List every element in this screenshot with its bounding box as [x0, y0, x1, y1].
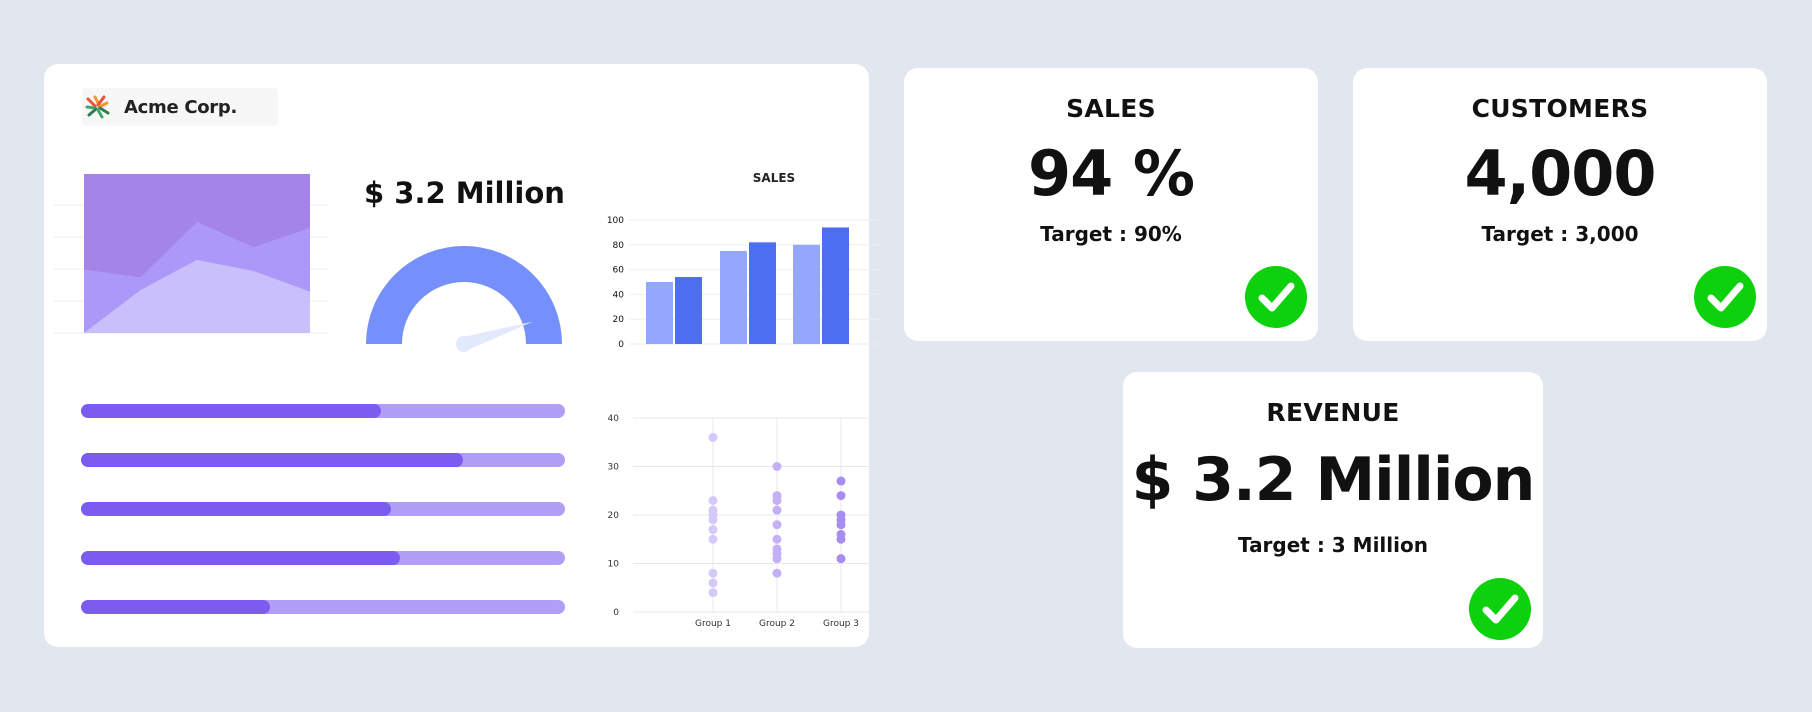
- scatter-point: [772, 568, 782, 578]
- progress-bar-list: [81, 404, 565, 649]
- y-tick-label: 40: [608, 414, 620, 424]
- bar: [749, 242, 776, 344]
- scatter-point: [836, 534, 846, 544]
- kpi-target: Target : 3,000: [1481, 222, 1639, 246]
- y-tick-label: 60: [613, 266, 625, 276]
- bar: [675, 277, 702, 344]
- scatter-point: [836, 491, 846, 501]
- area-series-3: [84, 259, 310, 333]
- sales-bar-chart-svg: SALES 0 20 40 60 80 100: [607, 171, 879, 350]
- check-circle-icon: [1694, 266, 1756, 328]
- bar: [793, 244, 820, 344]
- kpi-target: Target : 90%: [1040, 222, 1182, 246]
- kpi-card-sales: SALES 94 % Target : 90%: [904, 68, 1318, 341]
- kpi-card-revenue: REVENUE $ 3.2 Million Target : 3 Million: [1123, 372, 1543, 648]
- y-tick-label: 30: [608, 463, 620, 473]
- check-circle-icon: [1245, 266, 1307, 328]
- progress-fill: [81, 551, 401, 565]
- sales-bar-chart: SALES 0 20 40 60 80 100: [599, 166, 884, 398]
- kpi-title: SALES: [1066, 94, 1156, 123]
- scatter-point: [772, 534, 782, 544]
- gauge-needle-hub: [456, 336, 472, 352]
- bar: [720, 251, 747, 344]
- y-tick-label: 40: [613, 290, 625, 300]
- progress-fill: [81, 600, 270, 614]
- scatter-point: [772, 554, 782, 564]
- scatter-point: [708, 525, 718, 535]
- kpi-target: Target : 3 Million: [1238, 533, 1428, 557]
- progress-fill: [81, 453, 464, 467]
- scatter-point: [708, 588, 718, 598]
- kpi-title: REVENUE: [1266, 398, 1400, 427]
- y-tick-label: 0: [618, 340, 624, 350]
- scatter-point: [772, 462, 782, 471]
- brand-name: Acme Corp.: [124, 96, 238, 118]
- dashboard-card: Acme Corp. $ 3.2 Million SALES 0 20 40 60 80 1…: [44, 64, 879, 649]
- scatter-point: [708, 432, 718, 442]
- brand-logo: Acme Corp.: [82, 88, 278, 126]
- acme-logo-icon: [85, 95, 110, 119]
- progress-bar-3: [81, 502, 565, 516]
- y-tick-label: 80: [613, 241, 625, 251]
- y-tick-label: 0: [613, 608, 619, 618]
- kpi-value: 94 %: [1028, 137, 1195, 210]
- scatter-point: [772, 505, 782, 515]
- progress-bar-5: [81, 600, 565, 614]
- gauge-chart: [359, 224, 569, 354]
- y-tick-label: 20: [608, 511, 620, 521]
- kpi-card-customers: CUSTOMERS 4,000 Target : 3,000: [1353, 68, 1767, 341]
- kpi-value: $ 3.2 Million: [1131, 445, 1536, 515]
- y-tick-label: 10: [608, 560, 620, 570]
- gauge-arc: [366, 246, 562, 345]
- bar: [822, 227, 849, 344]
- x-tick-label: Group 3: [823, 619, 859, 629]
- scatter-point: [708, 515, 718, 525]
- check-circle-icon: [1469, 578, 1531, 640]
- area-chart-svg: [54, 174, 329, 334]
- bar: [646, 282, 673, 344]
- scatter-point: [836, 476, 846, 486]
- scatter-chart-svg: 0 10 20 30 40 Group 1 Group 2 Group 3: [608, 414, 874, 629]
- progress-fill: [81, 404, 382, 418]
- y-tick-label: 20: [613, 315, 625, 325]
- progress-bar-2: [81, 453, 565, 467]
- scatter-point: [772, 520, 782, 530]
- progress-bar-4: [81, 551, 565, 565]
- scatter-point: [708, 534, 718, 544]
- chart-title: SALES: [753, 171, 795, 185]
- scatter-point: [836, 520, 846, 530]
- scatter-point: [708, 495, 718, 505]
- gauge-needle: [461, 321, 533, 351]
- y-tick-label: 100: [607, 216, 624, 226]
- x-tick-label: Group 1: [695, 619, 731, 629]
- gauge-value: $ 3.2 Million: [364, 176, 565, 210]
- scatter-point: [772, 495, 782, 505]
- scatter-chart: 0 10 20 30 40 Group 1 Group 2 Group 3: [599, 394, 884, 644]
- area-chart: [54, 164, 329, 344]
- progress-bar-1: [81, 404, 565, 418]
- kpi-value: 4,000: [1464, 137, 1656, 210]
- kpi-title: CUSTOMERS: [1471, 94, 1649, 123]
- scatter-point: [836, 554, 846, 564]
- progress-fill: [81, 502, 391, 516]
- scatter-point: [708, 578, 718, 588]
- x-tick-label: Group 2: [759, 619, 795, 629]
- gauge-svg: [366, 246, 562, 352]
- scatter-point: [708, 568, 718, 578]
